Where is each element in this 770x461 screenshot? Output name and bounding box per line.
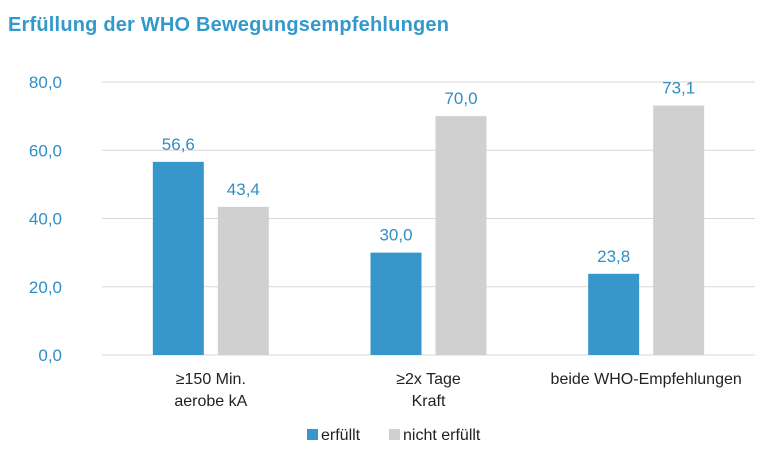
- category-label: ≥2x Tage: [396, 371, 461, 388]
- y-axis-ticks: 0,0 20,0 40,0 60,0 80,0: [29, 73, 62, 365]
- bar-erfuellt: [588, 273, 640, 355]
- legend-swatch: [389, 429, 400, 440]
- bar-nicht-erfuellt: [217, 206, 269, 355]
- y-tick-label: 20,0: [29, 278, 62, 297]
- category-label: ≥150 Min.: [176, 371, 246, 388]
- y-tick-label: 0,0: [38, 346, 62, 365]
- data-label: 30,0: [379, 226, 412, 245]
- x-axis-categories: ≥150 Min. aerobe kA ≥2x Tage Kraft beide WHO…: [174, 371, 741, 410]
- legend-label: nicht erfüllt: [403, 427, 481, 444]
- data-label: 56,6: [162, 135, 195, 154]
- data-label: 73,1: [662, 79, 695, 98]
- data-labels: 56,6 43,4 30,0 70,0 23,8 73,1: [162, 79, 695, 266]
- chart-title: Erfüllung der WHO Bewegungsempfehlungen: [8, 14, 450, 36]
- legend-label: erfüllt: [321, 427, 361, 444]
- legend: erfüllt nicht erfüllt: [307, 427, 481, 444]
- bar-erfuellt: [152, 161, 204, 355]
- category-label: Kraft: [412, 393, 446, 410]
- y-tick-label: 60,0: [29, 141, 62, 160]
- gridlines: [102, 81, 755, 356]
- y-tick-label: 40,0: [29, 210, 62, 229]
- category-label: aerobe kA: [174, 393, 247, 410]
- y-tick-label: 80,0: [29, 73, 62, 92]
- bars: [152, 105, 705, 355]
- bar-nicht-erfuellt: [653, 105, 705, 355]
- bar-erfuellt: [370, 252, 422, 355]
- bar-nicht-erfuellt: [435, 116, 487, 355]
- data-label: 43,4: [227, 180, 260, 199]
- category-label: beide WHO-Empfehlungen: [551, 371, 742, 388]
- data-label: 70,0: [444, 89, 477, 108]
- data-label: 23,8: [597, 247, 630, 266]
- legend-swatch: [307, 429, 318, 440]
